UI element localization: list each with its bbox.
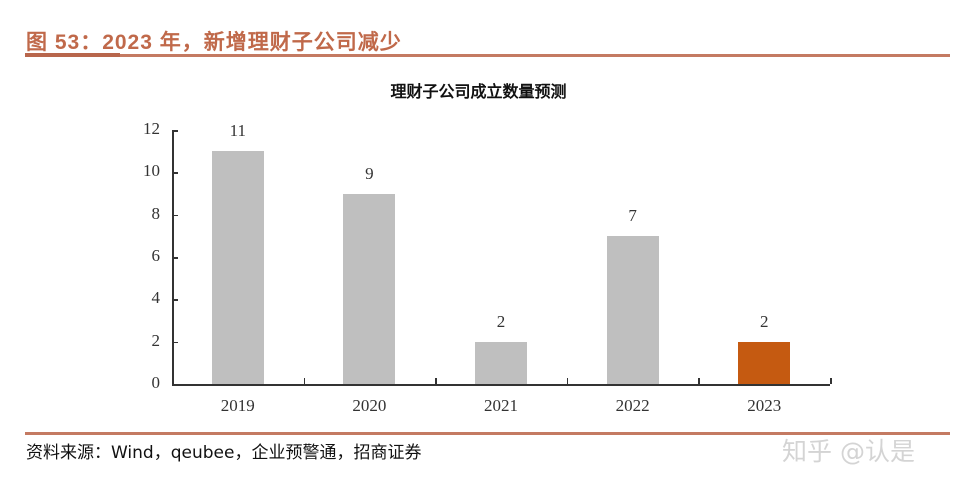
x-tick-label: 2019 bbox=[220, 396, 255, 415]
y-tick bbox=[172, 214, 178, 217]
y-tick bbox=[172, 257, 178, 259]
x-tick bbox=[303, 378, 306, 384]
bar-value-label: 9 bbox=[365, 163, 374, 183]
source-note: 资料来源：Wind，qeubee，企业预警通，招商证券 bbox=[26, 443, 422, 463]
title-rule-accent bbox=[25, 53, 120, 57]
bar-2022 bbox=[606, 235, 659, 384]
x-tick bbox=[435, 378, 437, 384]
bar-2023 bbox=[738, 341, 791, 384]
y-tick-label: 2 bbox=[151, 330, 161, 350]
bar-2021 bbox=[475, 341, 527, 384]
y-tick bbox=[172, 299, 178, 301]
x-tick bbox=[698, 378, 700, 384]
y-tick-label: 0 bbox=[151, 373, 161, 392]
y-tick-label: 6 bbox=[151, 246, 161, 265]
chart-title: 理财子公司成立数量预测 bbox=[390, 82, 567, 101]
title-rule bbox=[25, 54, 950, 57]
bar-value-label: 11 bbox=[229, 121, 246, 141]
watermark: 知乎 @认是 bbox=[782, 437, 915, 466]
bar-value-label: 2 bbox=[496, 311, 506, 331]
x-tick-label: 2022 bbox=[615, 396, 650, 415]
bar-value-label: 7 bbox=[628, 205, 637, 225]
footer-rule bbox=[25, 432, 950, 435]
bar-2019 bbox=[211, 151, 264, 384]
y-tick bbox=[172, 384, 178, 386]
figure-title: 图 53：2023 年，新增理财子公司减少 bbox=[26, 31, 402, 54]
bar-value-label: 2 bbox=[759, 311, 769, 331]
y-tick-label: 4 bbox=[151, 288, 161, 308]
y-tick-label: 8 bbox=[151, 203, 161, 223]
x-axis bbox=[172, 384, 830, 386]
x-tick bbox=[566, 378, 569, 384]
bar-2020 bbox=[343, 193, 396, 384]
y-tick-label: 12 bbox=[143, 119, 160, 138]
y-tick bbox=[172, 130, 178, 132]
x-tick bbox=[172, 378, 174, 384]
y-tick-label: 10 bbox=[143, 161, 160, 181]
x-tick-label: 2020 bbox=[352, 396, 387, 415]
x-tick-label: 2023 bbox=[747, 396, 782, 415]
y-tick bbox=[172, 172, 178, 174]
x-tick bbox=[830, 378, 832, 384]
x-tick-label: 2021 bbox=[484, 396, 518, 415]
y-tick bbox=[172, 341, 178, 344]
